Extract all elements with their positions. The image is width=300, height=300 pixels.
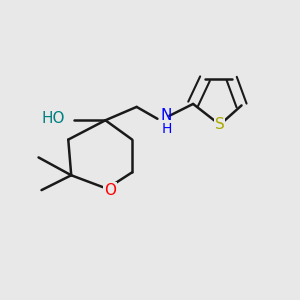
Text: S: S (215, 117, 225, 132)
Text: HO: HO (42, 111, 65, 126)
Text: H: H (161, 122, 172, 136)
Text: O: O (104, 183, 116, 198)
Text: N: N (161, 108, 172, 123)
